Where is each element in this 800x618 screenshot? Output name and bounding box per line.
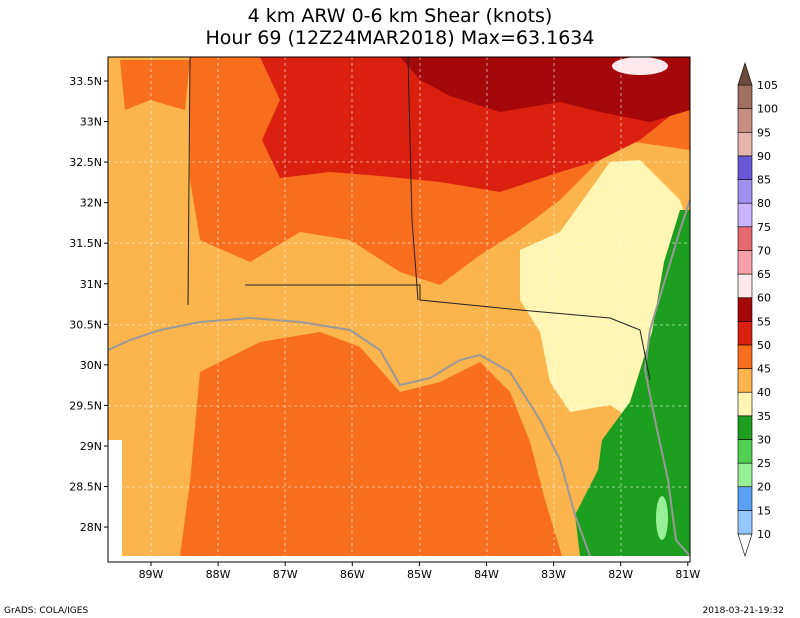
colorbar-label: 20 xyxy=(757,481,771,494)
colorbar-label: 10 xyxy=(757,528,771,541)
lon-label: 83W xyxy=(541,568,566,581)
lat-label: 28N xyxy=(80,521,102,534)
field-45-50 xyxy=(120,60,190,110)
colorbar-label: 30 xyxy=(757,433,771,446)
colorbar-label: 80 xyxy=(757,197,771,210)
lat-label: 30N xyxy=(80,359,102,372)
lat-label: 33N xyxy=(80,116,102,129)
lat-label: 30.5N xyxy=(69,318,102,331)
colorbar-box xyxy=(737,321,753,346)
no-data xyxy=(108,440,122,562)
graticule xyxy=(108,57,690,562)
colorbar-box xyxy=(737,250,753,275)
colorbar-box xyxy=(737,202,753,228)
colorbar-label: 25 xyxy=(757,457,771,470)
lat-label: 28.5N xyxy=(69,481,102,494)
field-30-35 xyxy=(575,210,690,556)
lon-label: 87W xyxy=(273,568,298,581)
map-field xyxy=(108,57,690,562)
map-frame xyxy=(107,56,691,563)
colorbar-box xyxy=(737,179,753,204)
colorbar-box xyxy=(737,108,753,133)
lon-label: 88W xyxy=(206,568,231,581)
title: 4 km ARW 0-6 km Shear (knots) xyxy=(248,5,553,27)
colorbar-label: 45 xyxy=(757,363,771,376)
colorbar-box xyxy=(737,439,753,464)
lat-label: 33.5N xyxy=(69,75,102,88)
subtitle: Hour 69 (12Z24MAR2018) Max=63.1634 xyxy=(206,27,595,49)
colorbar-end xyxy=(737,533,753,557)
colorbar-label: 40 xyxy=(757,386,771,399)
colorbar-box xyxy=(737,486,753,511)
field-55-60 xyxy=(400,57,690,122)
field-45-50 xyxy=(180,332,562,556)
colorbar-box xyxy=(737,131,753,157)
colorbar-box xyxy=(737,155,753,180)
lon-label: 86W xyxy=(340,568,365,581)
colorbar-label: 15 xyxy=(757,504,771,517)
no-data xyxy=(108,556,690,562)
colorbar-label: 70 xyxy=(757,244,771,257)
lat-label: 32.5N xyxy=(69,156,102,169)
colorbar-label: 55 xyxy=(757,315,771,328)
lat-label: 29.5N xyxy=(69,399,102,412)
colorbar-label: 75 xyxy=(757,221,771,234)
coastline xyxy=(107,199,691,557)
colorbar-label: 85 xyxy=(757,174,771,187)
lat-label: 29N xyxy=(80,440,102,453)
lon-label: 89W xyxy=(139,568,164,581)
colorbar-box xyxy=(737,273,753,298)
colorbar-box xyxy=(737,84,753,109)
colorbar-box xyxy=(737,462,753,488)
colorbar-end xyxy=(737,62,753,86)
lat-label: 31N xyxy=(80,278,102,291)
state-borders xyxy=(187,56,651,381)
colorbar-label: 65 xyxy=(757,268,771,281)
colorbar-label: 35 xyxy=(757,410,771,423)
colorbar-box xyxy=(737,297,753,322)
colorbar-label: 100 xyxy=(757,103,778,116)
lat-label: 32N xyxy=(80,197,102,210)
colorbar-box xyxy=(737,510,753,535)
colorbar-label: 60 xyxy=(757,292,771,305)
lon-label: 85W xyxy=(407,568,432,581)
lon-label: 82W xyxy=(608,568,633,581)
colorbar-label: 105 xyxy=(757,79,778,92)
field-60-65 xyxy=(612,57,668,75)
colorbar-label: 90 xyxy=(757,150,771,163)
field-25-30 xyxy=(656,496,668,540)
colorbar-box xyxy=(737,344,753,369)
colorbar-box xyxy=(737,391,753,417)
lon-label: 84W xyxy=(474,568,499,581)
lat-label: 31.5N xyxy=(69,237,102,250)
colorbar-box xyxy=(737,226,753,251)
lon-label: 81W xyxy=(675,568,700,581)
colorbar-label: 50 xyxy=(757,339,771,352)
footer-left: GrADS: COLA/IGES xyxy=(4,606,88,616)
footer-right: 2018-03-21-19:32 xyxy=(703,606,785,616)
colorbar-box xyxy=(737,415,753,440)
colorbar-box xyxy=(737,368,753,393)
colorbar-label: 95 xyxy=(757,126,771,139)
